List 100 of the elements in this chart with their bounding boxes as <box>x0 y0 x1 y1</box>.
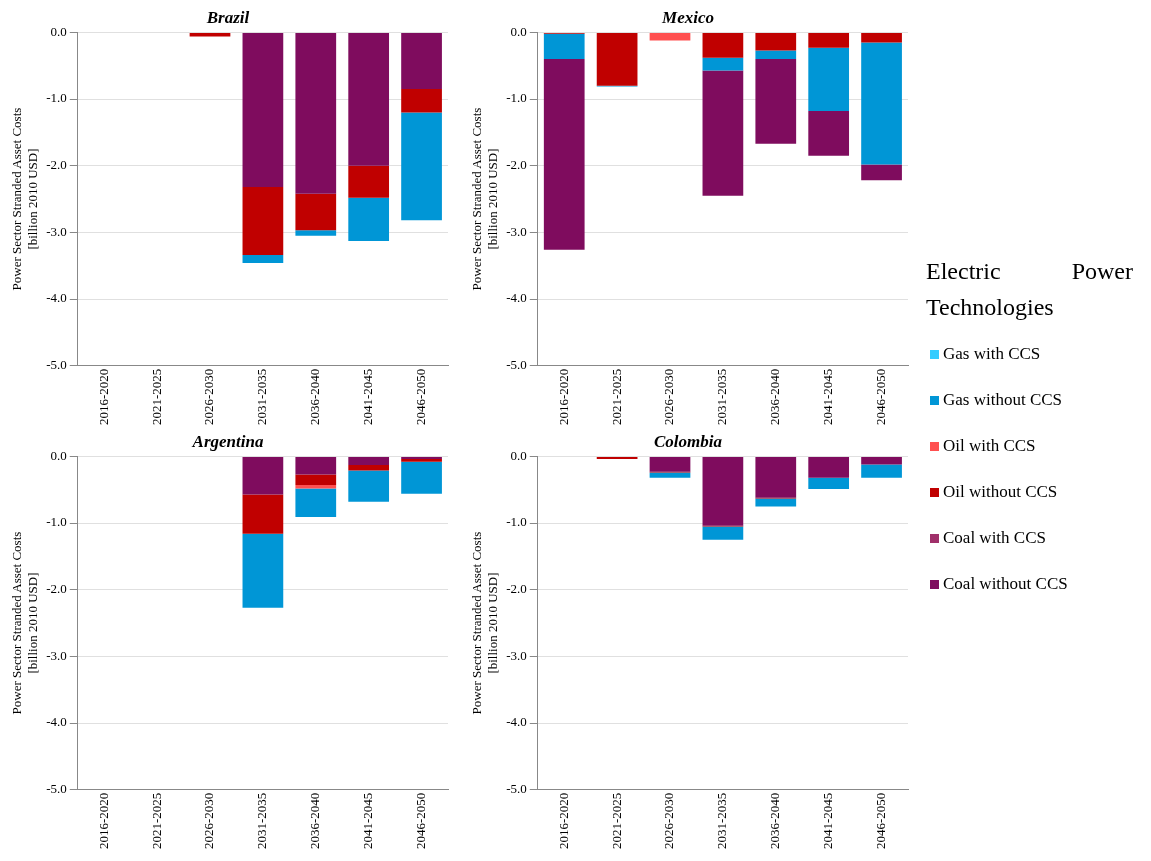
bar <box>295 32 337 194</box>
y-tick-label: -1.0 <box>46 514 67 530</box>
x-tick-label: 2041-2045 <box>820 792 836 850</box>
chart-title: Brazil <box>205 7 250 27</box>
bar <box>861 32 902 43</box>
y-tick-label: -5.0 <box>506 357 527 373</box>
x-tick-label: 2021-2025 <box>148 792 164 850</box>
y-axis-title: Power Sector Stranded Asset Costs [billion 2010 USD] <box>9 107 40 291</box>
bar <box>401 461 442 494</box>
bar <box>755 498 797 507</box>
bar <box>543 33 585 60</box>
bar <box>295 456 337 475</box>
x-tick-label: 2031-2035 <box>254 368 270 426</box>
bar <box>808 32 850 48</box>
x-tick-label: 2016-2020 <box>95 792 111 850</box>
x-tick-label: 2046-2050 <box>872 368 888 426</box>
bar <box>401 112 442 221</box>
legend-label: Gas with CCS <box>943 344 1041 364</box>
bar <box>543 59 585 250</box>
x-tick-label: 2021-2025 <box>148 368 164 426</box>
y-tick-label: -1.0 <box>506 514 527 530</box>
y-tick-label: -4.0 <box>46 714 67 730</box>
bar <box>348 197 390 242</box>
x-tick-label: 2031-2035 <box>714 368 730 426</box>
bar <box>649 32 691 41</box>
bar <box>702 526 744 540</box>
bar <box>295 193 337 231</box>
x-tick-label: 2021-2025 <box>608 368 624 426</box>
x-tick-label: 2026-2030 <box>201 368 217 426</box>
bar <box>348 32 390 166</box>
bar <box>755 59 797 144</box>
bar <box>755 32 797 51</box>
bar <box>808 111 850 156</box>
bar <box>242 32 284 188</box>
bar <box>702 456 744 526</box>
bar <box>295 230 337 236</box>
y-tick-label: -5.0 <box>46 781 67 797</box>
bar <box>808 47 850 112</box>
bar <box>861 456 902 465</box>
x-tick-label: 2036-2040 <box>767 368 783 426</box>
bar <box>649 472 691 478</box>
x-tick-label: 2046-2050 <box>412 368 428 426</box>
y-tick-label: -2.0 <box>506 157 527 173</box>
bar <box>295 474 337 486</box>
bar <box>348 465 390 471</box>
legend-label: Oil with CCS <box>943 436 1036 456</box>
y-tick-label: -2.0 <box>46 157 67 173</box>
y-tick-label: 0.0 <box>510 447 527 463</box>
bar <box>702 57 744 71</box>
bar <box>242 456 284 495</box>
y-axis-title: Power Sector Stranded Asset Costs [billion 2010 USD] <box>469 531 500 715</box>
y-tick-label: -5.0 <box>46 357 67 373</box>
bar <box>401 32 442 90</box>
x-tick-label: 2031-2035 <box>714 792 730 850</box>
chart-title: Argentina <box>191 431 264 451</box>
y-tick-label: -4.0 <box>506 714 527 730</box>
y-tick-label: -4.0 <box>46 290 67 306</box>
bar <box>702 32 744 58</box>
x-tick-label: 2026-2030 <box>661 368 677 426</box>
y-tick-label: -2.0 <box>506 581 527 597</box>
x-tick-label: 2031-2035 <box>254 792 270 850</box>
y-tick-label: 0.0 <box>510 23 527 39</box>
bar <box>755 456 797 498</box>
legend-title: Electric Power Technologies <box>926 257 1133 322</box>
x-tick-label: 2026-2030 <box>201 792 217 850</box>
x-tick-label: 2036-2040 <box>767 792 783 850</box>
bar <box>649 456 691 472</box>
bar <box>348 165 390 198</box>
bar <box>702 70 744 196</box>
y-tick-label: -3.0 <box>506 223 527 239</box>
y-tick-label: -1.0 <box>506 90 527 106</box>
bar <box>242 494 284 534</box>
bar <box>596 32 638 86</box>
bar <box>861 42 902 165</box>
bar <box>808 477 850 490</box>
legend-label: Coal with CCS <box>943 528 1046 548</box>
chart-title: Colombia <box>653 431 723 451</box>
y-tick-label: -1.0 <box>46 90 67 106</box>
bar <box>348 470 390 502</box>
x-tick-label: 2046-2050 <box>872 792 888 850</box>
y-tick-label: -3.0 <box>46 223 67 239</box>
legend-label: Coal without CCS <box>943 574 1068 594</box>
y-tick-label: 0.0 <box>50 23 67 39</box>
y-axis-title: Power Sector Stranded Asset Costs [billion 2010 USD] <box>469 107 500 291</box>
bar <box>242 255 284 264</box>
y-tick-label: -3.0 <box>506 647 527 663</box>
x-tick-label: 2046-2050 <box>412 792 428 850</box>
y-tick-label: -2.0 <box>46 581 67 597</box>
legend-label: Oil without CCS <box>943 482 1058 502</box>
x-tick-label: 2041-2045 <box>360 792 376 850</box>
bar <box>755 50 797 60</box>
bar <box>861 464 902 478</box>
chart-title: Mexico <box>661 7 714 27</box>
bar <box>295 485 337 489</box>
y-axis-title: Power Sector Stranded Asset Costs [billion 2010 USD] <box>9 531 40 715</box>
x-tick-label: 2016-2020 <box>555 368 571 426</box>
x-tick-label: 2036-2040 <box>307 792 323 850</box>
y-tick-label: -5.0 <box>506 781 527 797</box>
x-tick-label: 2041-2045 <box>360 368 376 426</box>
bar <box>596 456 638 460</box>
